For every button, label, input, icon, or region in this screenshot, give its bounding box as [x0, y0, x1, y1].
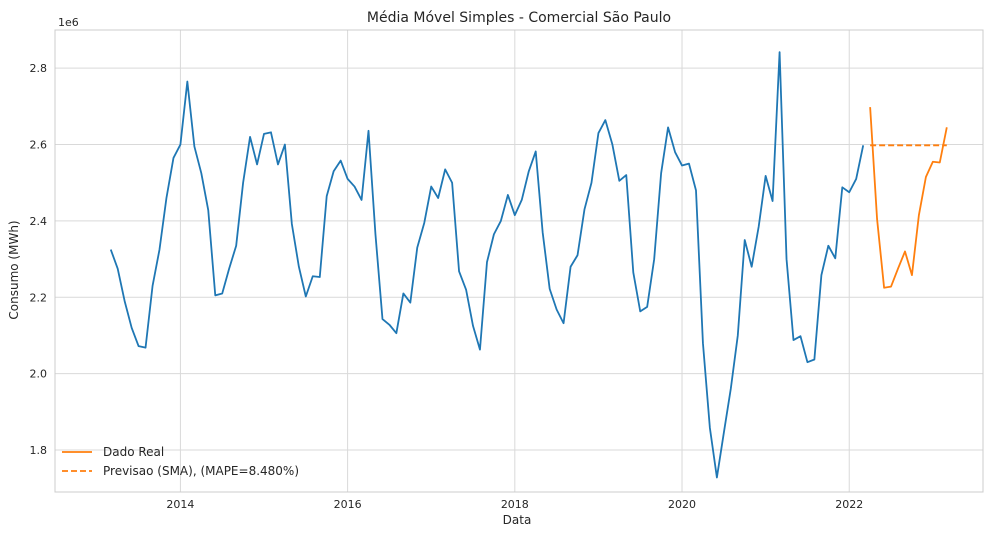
y-tick-label: 2.0: [30, 368, 48, 381]
grid: [55, 30, 983, 492]
chart-title: Média Móvel Simples - Comercial São Paul…: [367, 10, 671, 26]
y-tick-label: 1.8: [30, 444, 48, 457]
x-tick-label: 2022: [835, 498, 863, 511]
x-tick-label: 2020: [668, 498, 696, 511]
y-tick-label: 2.4: [30, 215, 48, 228]
x-tick-label: 2018: [501, 498, 529, 511]
series-line-actual: [869, 107, 948, 289]
y-tick-label: 2.8: [30, 62, 48, 75]
y-tick-label: 2.6: [30, 139, 48, 152]
legend: Dado Real Previsao (SMA), (MAPE=8.480%): [62, 445, 299, 478]
x-tick-label: 2016: [334, 498, 362, 511]
y-ticks: 1.8 2.0 2.2 2.4 2.6 2.8: [30, 62, 48, 457]
legend-label-actual: Dado Real: [103, 445, 164, 459]
legend-label-forecast: Previsao (SMA), (MAPE=8.480%): [103, 464, 299, 478]
x-axis-label: Data: [503, 513, 532, 527]
x-tick-label: 2014: [166, 498, 194, 511]
series-line-history: [109, 51, 865, 479]
y-axis-label: Consumo (MWh): [7, 220, 21, 319]
plot-lines: [109, 51, 948, 479]
y-multiplier-label: 1e6: [58, 16, 79, 29]
plot-frame: [54, 29, 984, 493]
y-tick-label: 2.2: [30, 291, 48, 304]
x-ticks: 2014 2016 2018 2020 2022: [166, 498, 863, 511]
